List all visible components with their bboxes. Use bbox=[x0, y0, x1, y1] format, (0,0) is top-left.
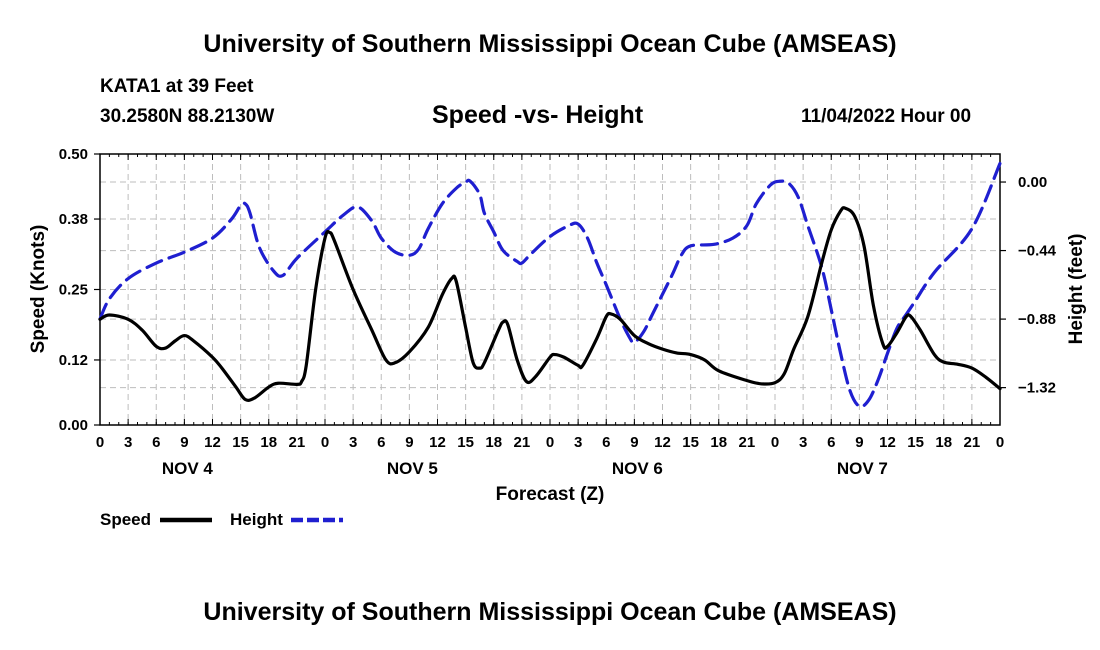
x-tick-label: 3 bbox=[574, 434, 582, 451]
x-tick-label: 21 bbox=[289, 434, 306, 451]
x-tick-label: 15 bbox=[232, 434, 249, 451]
x-tick-label: 21 bbox=[739, 434, 756, 451]
x-tick-label: 6 bbox=[377, 434, 385, 451]
x-tick-label: 3 bbox=[349, 434, 357, 451]
height-series-line bbox=[98, 161, 1002, 409]
x-tick-label: 18 bbox=[935, 434, 952, 451]
legend-height-label: Height bbox=[230, 510, 283, 529]
x-tick-label: 3 bbox=[799, 434, 807, 451]
x-tick-label: 21 bbox=[964, 434, 981, 451]
x-axis-label: Forecast (Z) bbox=[496, 484, 605, 505]
y-tick-label: 0.25 bbox=[59, 282, 88, 299]
legend: Speed Height bbox=[100, 510, 343, 529]
x-tick-label: 12 bbox=[429, 434, 446, 451]
x-tick-label: 6 bbox=[602, 434, 610, 451]
y-tick-label: 0.50 bbox=[59, 146, 88, 163]
forecast-datetime: 11/04/2022 Hour 00 bbox=[801, 106, 972, 127]
x-day-label: NOV 5 bbox=[387, 459, 438, 478]
y2-tick-label: 0.00 bbox=[1018, 174, 1047, 191]
x-day-label: NOV 7 bbox=[837, 459, 888, 478]
x-tick-label: 9 bbox=[405, 434, 413, 451]
x-tick-label: 12 bbox=[204, 434, 221, 451]
x-tick-label: 6 bbox=[152, 434, 160, 451]
y2-tick-label: −0.88 bbox=[1018, 311, 1056, 328]
y-tick-label: 0.00 bbox=[59, 417, 88, 434]
x-tick-label: 21 bbox=[514, 434, 531, 451]
y-tick-label: 0.12 bbox=[59, 352, 88, 369]
x-tick-label: 0 bbox=[321, 434, 329, 451]
x-tick-label: 12 bbox=[879, 434, 896, 451]
x-tick-label: 0 bbox=[546, 434, 554, 451]
legend-speed-label: Speed bbox=[100, 510, 151, 529]
x-tick-label: 15 bbox=[457, 434, 474, 451]
page-title: University of Southern Mississippi Ocean… bbox=[203, 30, 897, 58]
y2-axis-label: Height (feet) bbox=[1066, 234, 1087, 345]
x-day-label: NOV 6 bbox=[612, 459, 663, 478]
x-tick-label: 0 bbox=[96, 434, 104, 451]
x-tick-label: 6 bbox=[827, 434, 835, 451]
x-tick-label: 3 bbox=[124, 434, 132, 451]
x-tick-label: 0 bbox=[771, 434, 779, 451]
x-tick-label: 18 bbox=[260, 434, 277, 451]
x-tick-label: 18 bbox=[710, 434, 727, 451]
y-tick-label: 0.38 bbox=[59, 211, 88, 228]
x-tick-label: 12 bbox=[654, 434, 671, 451]
station-coords: 30.2580N 88.2130W bbox=[100, 106, 275, 127]
x-tick-label: 9 bbox=[855, 434, 863, 451]
x-tick-label: 15 bbox=[682, 434, 699, 451]
x-tick-label: 15 bbox=[907, 434, 924, 451]
x-tick-label: 0 bbox=[996, 434, 1004, 451]
x-day-label: NOV 4 bbox=[162, 459, 214, 478]
y2-tick-label: −0.44 bbox=[1018, 243, 1057, 260]
station-name: KATA1 at 39 Feet bbox=[100, 76, 254, 97]
x-tick-label: 18 bbox=[485, 434, 502, 451]
x-tick-label: 9 bbox=[180, 434, 188, 451]
footer-title: University of Southern Mississippi Ocean… bbox=[203, 598, 897, 626]
y-axis-label: Speed (Knots) bbox=[28, 225, 49, 354]
speed-series-line bbox=[98, 206, 1002, 402]
x-tick-label: 9 bbox=[630, 434, 638, 451]
chart-title: Speed -vs- Height bbox=[432, 101, 644, 129]
y2-tick-label: −1.32 bbox=[1018, 380, 1056, 397]
